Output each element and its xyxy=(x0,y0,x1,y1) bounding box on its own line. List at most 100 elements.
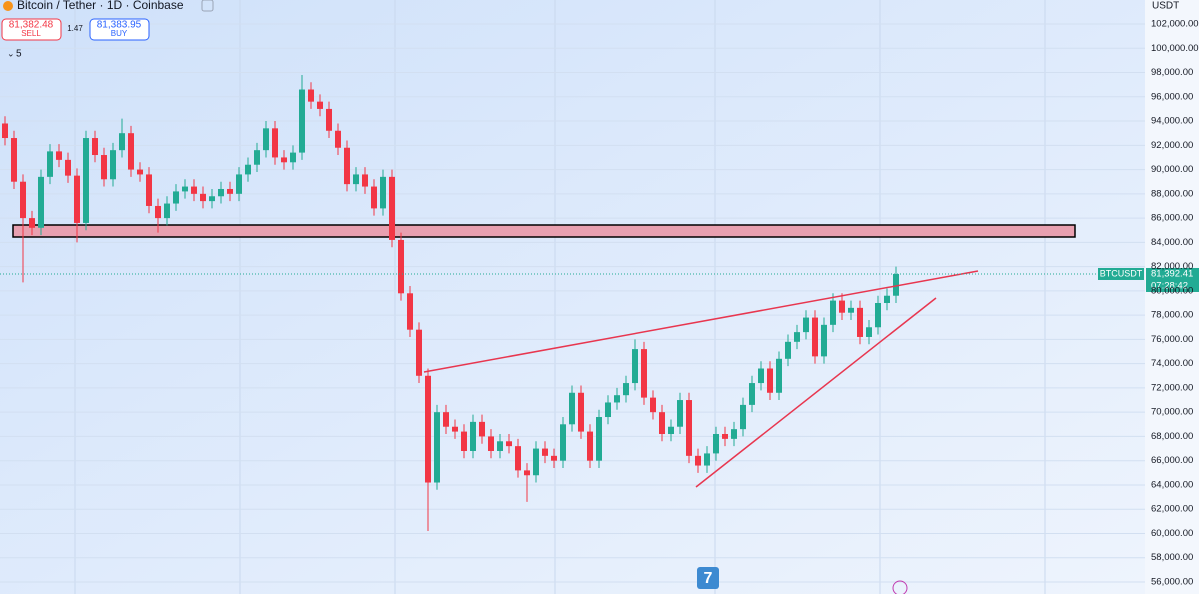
candle-body xyxy=(641,349,647,398)
candle-body xyxy=(875,303,881,328)
candle-body xyxy=(299,89,305,153)
candle-body xyxy=(767,368,773,393)
candle-body xyxy=(101,155,107,180)
y-tick-label: 96,000.00 xyxy=(1151,91,1193,102)
indicator-toggle[interactable]: ⌄ xyxy=(7,48,15,58)
sell-price: 81,382.48 xyxy=(9,20,54,31)
candle-body xyxy=(776,358,782,393)
candle-body xyxy=(488,436,494,451)
sell-button[interactable] xyxy=(1,18,62,41)
y-tick-label: 68,000.00 xyxy=(1151,431,1193,442)
candle-body xyxy=(38,176,44,228)
candle-body xyxy=(344,147,350,185)
candle-body xyxy=(290,152,296,163)
buy-price: 81,383.95 xyxy=(97,20,142,31)
candle-body xyxy=(524,470,530,476)
y-tick-label: 102,000.00 xyxy=(1151,19,1199,30)
candle-body xyxy=(542,448,548,456)
candle-body xyxy=(83,138,89,223)
candle-body xyxy=(92,138,98,156)
candle-body xyxy=(722,434,728,439)
candle-body xyxy=(11,138,17,182)
y-tick-label: 80,000.00 xyxy=(1151,285,1193,296)
candle-body xyxy=(821,324,827,357)
candle-body xyxy=(461,431,467,451)
currency[interactable]: USDT xyxy=(1152,1,1179,12)
candle-body xyxy=(236,174,242,194)
candle-body xyxy=(893,273,899,296)
candle-body xyxy=(245,164,251,175)
candle-body xyxy=(164,203,170,219)
candle-body xyxy=(857,307,863,337)
candle-body xyxy=(398,239,404,294)
candle-body xyxy=(695,455,701,466)
candle-body xyxy=(713,434,719,454)
candle-body xyxy=(200,193,206,202)
event-badge-text: 7 xyxy=(704,570,713,587)
y-tick-label: 84,000.00 xyxy=(1151,237,1193,248)
candle-body xyxy=(497,441,503,451)
candle-body xyxy=(479,421,485,437)
price-tag xyxy=(1146,267,1199,292)
candle-body xyxy=(443,412,449,427)
candle-body xyxy=(560,424,566,461)
symbol-title: Bitcoin / Tether · 1D · Coinbase xyxy=(17,0,184,12)
candle-body xyxy=(830,300,836,325)
indicator-count: 5 xyxy=(16,49,22,60)
y-tick-label: 92,000.00 xyxy=(1151,140,1193,151)
symbol-tag-text: BTCUSDT xyxy=(1100,268,1143,278)
candle-body xyxy=(191,186,197,194)
candle-body xyxy=(326,108,332,131)
candle-body xyxy=(371,186,377,209)
flash-icon[interactable] xyxy=(892,580,908,594)
candle-body xyxy=(605,402,611,418)
candle-body xyxy=(137,169,143,175)
candle-body xyxy=(29,218,35,228)
candle-body xyxy=(263,128,269,151)
y-tick-label: 82,000.00 xyxy=(1151,261,1193,272)
countdown-text: 07:28:42 xyxy=(1151,281,1188,292)
event-badge[interactable] xyxy=(697,567,719,589)
candle-body xyxy=(866,327,872,337)
candle-body xyxy=(47,151,53,177)
candle-body xyxy=(803,317,809,333)
y-tick-label: 74,000.00 xyxy=(1151,358,1193,369)
candle-body xyxy=(587,431,593,461)
buy-button[interactable] xyxy=(89,18,150,41)
candle-body xyxy=(362,174,368,187)
buy-label: BUY xyxy=(111,29,128,38)
y-tick-label: 64,000.00 xyxy=(1151,479,1193,490)
candle-body xyxy=(686,400,692,456)
candle-body xyxy=(758,368,764,384)
candle-body xyxy=(470,421,476,451)
candle-body xyxy=(416,329,422,376)
y-tick-label: 78,000.00 xyxy=(1151,310,1193,321)
candle-body xyxy=(380,176,386,209)
candle-body xyxy=(515,446,521,471)
candle-body xyxy=(20,181,26,219)
y-tick-label: 56,000.00 xyxy=(1151,577,1193,588)
candle-body xyxy=(884,295,890,304)
candle-body xyxy=(551,455,557,461)
candle-body xyxy=(650,397,656,413)
y-tick-label: 66,000.00 xyxy=(1151,455,1193,466)
y-tick-label: 100,000.00 xyxy=(1151,43,1199,54)
spread: 1.47 xyxy=(67,24,83,33)
y-tick-label: 88,000.00 xyxy=(1151,188,1193,199)
candle-body xyxy=(272,128,278,158)
candle-body xyxy=(434,412,440,483)
candle-body xyxy=(659,412,665,435)
candle-body xyxy=(155,205,161,219)
y-tick-label: 72,000.00 xyxy=(1151,382,1193,393)
sell-label: SELL xyxy=(21,29,41,38)
price-tag-text: 81,392.41 xyxy=(1151,269,1193,280)
candle-body xyxy=(2,123,8,139)
candle-body xyxy=(56,151,62,160)
y-tick-label: 70,000.00 xyxy=(1151,407,1193,418)
candle-body xyxy=(74,175,80,223)
favorite[interactable] xyxy=(201,0,214,12)
y-tick-label: 98,000.00 xyxy=(1151,67,1193,78)
candle-body xyxy=(668,426,674,435)
candle-body xyxy=(317,101,323,109)
